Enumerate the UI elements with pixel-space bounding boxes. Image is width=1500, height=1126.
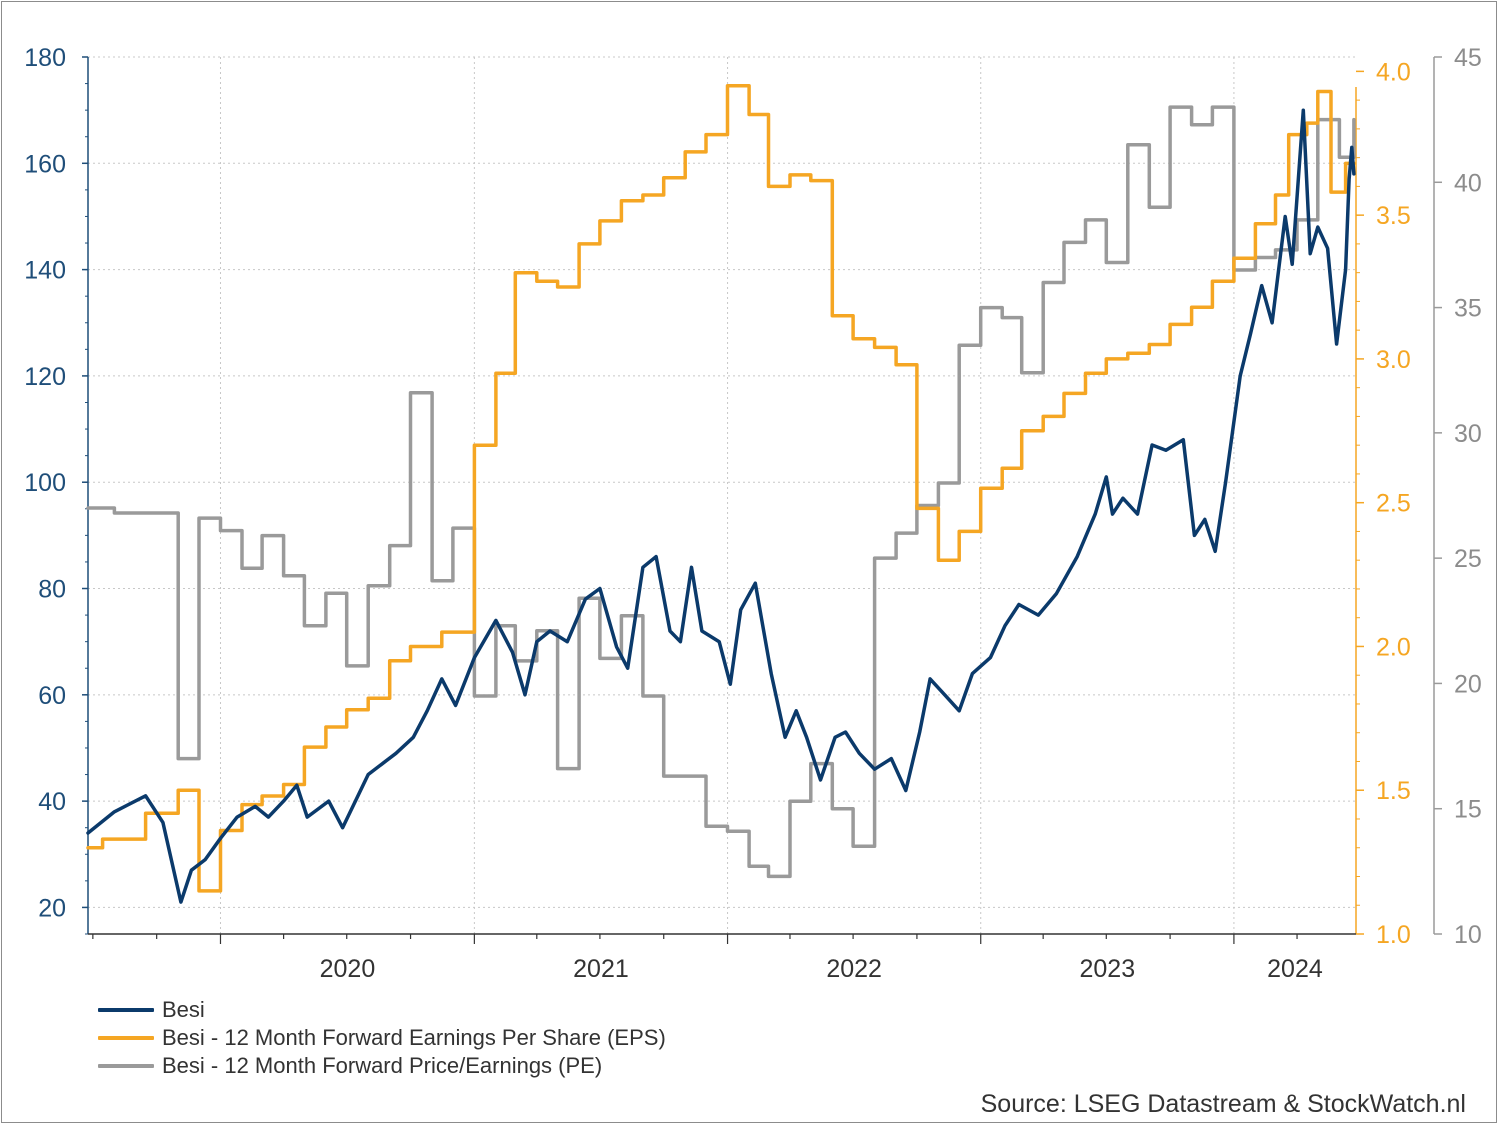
left-axis-tick-label: 80 xyxy=(38,576,66,604)
pe-axis-tick-label: 30 xyxy=(1454,420,1482,448)
legend-swatch-besi xyxy=(98,1008,154,1012)
series-line-besi xyxy=(86,108,1356,904)
pe-axis-tick-label: 40 xyxy=(1454,169,1482,197)
left-axis-tick-label: 120 xyxy=(24,363,66,391)
pe-axis-tick-label: 20 xyxy=(1454,670,1482,698)
x-axis-tick-label: 2020 xyxy=(320,955,376,983)
source-note: Source: LSEG Datastream & StockWatch.nl xyxy=(980,1090,1466,1118)
legend-label-pe: Besi - 12 Month Forward Price/Earnings (… xyxy=(162,1053,603,1078)
left-axis-tick-label: 60 xyxy=(38,682,66,710)
left-axis-tick-label: 100 xyxy=(24,469,66,497)
legend-item-besi: Besi xyxy=(98,996,666,1024)
pe-axis-tick-label: 10 xyxy=(1454,921,1482,949)
x-axis-tick-label: 2023 xyxy=(1080,955,1136,983)
legend-item-eps: Besi - 12 Month Forward Earnings Per Sha… xyxy=(98,1024,666,1052)
chart-legend: Besi Besi - 12 Month Forward Earnings Pe… xyxy=(98,996,666,1080)
pe-axis-tick-label: 15 xyxy=(1454,796,1482,824)
eps-axis-tick-label: 4.0 xyxy=(1376,58,1411,86)
left-axis-tick-label: 180 xyxy=(24,44,66,72)
eps-axis-tick-label: 2.5 xyxy=(1376,490,1411,518)
series-line-eps xyxy=(86,84,1356,893)
left-axis-tick-label: 20 xyxy=(38,894,66,922)
legend-swatch-eps xyxy=(98,1036,154,1040)
eps-axis-tick-label: 1.0 xyxy=(1376,921,1411,949)
left-axis-tick-label: 140 xyxy=(24,257,66,285)
left-axis-tick-label: 40 xyxy=(38,788,66,816)
pe-axis-tick-label: 25 xyxy=(1454,545,1482,573)
eps-axis-tick-label: 3.0 xyxy=(1376,346,1411,374)
left-axis-tick-label: 160 xyxy=(24,150,66,178)
legend-item-pe: Besi - 12 Month Forward Price/Earnings (… xyxy=(98,1052,666,1080)
legend-label-besi: Besi xyxy=(162,997,205,1022)
series-line-pe xyxy=(86,105,1356,879)
x-axis-tick-label: 2022 xyxy=(826,955,882,983)
pe-axis-tick-label: 45 xyxy=(1454,44,1482,72)
x-axis-tick-label: 2021 xyxy=(573,955,629,983)
eps-axis-tick-label: 3.5 xyxy=(1376,202,1411,230)
eps-axis-tick-label: 1.5 xyxy=(1376,777,1411,805)
legend-swatch-pe xyxy=(98,1064,154,1068)
legend-label-eps: Besi - 12 Month Forward Earnings Per Sha… xyxy=(162,1025,666,1050)
eps-axis-tick-label: 2.0 xyxy=(1376,633,1411,661)
x-axis-tick-label: 2024 xyxy=(1267,955,1323,983)
pe-axis-tick-label: 35 xyxy=(1454,295,1482,323)
